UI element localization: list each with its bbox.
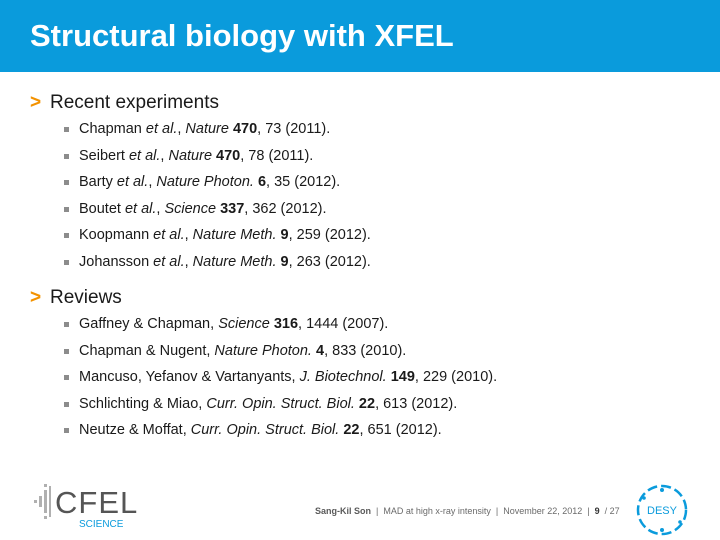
section-recent-experiments: > Recent experiments Chapman et al., Nat…: [30, 90, 371, 275]
reference-item: Boutet et al., Science 337, 362 (2012).: [30, 196, 371, 223]
bullet-icon: [64, 348, 69, 354]
chevron-icon: >: [30, 287, 42, 308]
section-heading: > Reviews: [30, 285, 497, 311]
section-reviews: > Reviews Gaffney & Chapman, Science 316…: [30, 285, 497, 444]
cfel-logo-subtext: SCIENCE: [79, 519, 124, 530]
bullet-icon: [64, 127, 69, 132]
chevron-icon: >: [30, 92, 42, 113]
reference-item: Chapman et al., Nature 470, 73 (2011).: [30, 116, 371, 143]
footer-page-total: / 27: [599, 506, 620, 516]
cfel-logo: CFEL SCIENCE: [34, 484, 138, 530]
bullet-icon: [64, 180, 69, 185]
footer-divider: |: [582, 506, 595, 516]
footer-divider: |: [490, 506, 504, 516]
reference-item: Schlichting & Miao, Curr. Opin. Struct. …: [30, 391, 497, 418]
reference-item: Mancuso, Yefanov & Vartanyants, J. Biote…: [30, 364, 497, 391]
desy-logo-text: DESY: [647, 505, 678, 517]
slide-title: Structural biology with XFEL: [30, 18, 454, 53]
footer-divider: |: [371, 506, 384, 516]
bullet-icon: [64, 206, 69, 212]
bullet-icon: [64, 375, 69, 380]
footer-talk-title: MAD at high x-ray intensity: [383, 506, 491, 516]
bullet-icon: [64, 259, 69, 265]
footer-date: November 22, 2012: [503, 506, 583, 516]
reference-list: Chapman et al., Nature 470, 73 (2011). S…: [30, 116, 371, 275]
bullet-icon: [64, 233, 69, 238]
reference-item: Barty et al., Nature Photon. 6, 35 (2012…: [30, 169, 371, 196]
reference-item: Johansson et al., Nature Meth. 9, 263 (2…: [30, 249, 371, 276]
reference-item: Koopmann et al., Nature Meth. 9, 259 (20…: [30, 222, 371, 249]
reference-item: Chapman & Nugent, Nature Photon. 4, 833 …: [30, 338, 497, 365]
footer-page-number: 9: [594, 506, 600, 516]
bullet-icon: [64, 322, 69, 327]
section-label: Recent experiments: [50, 92, 219, 113]
reference-item: Seibert et al., Nature 470, 78 (2011).: [30, 143, 371, 170]
title-bar: Structural biology with XFEL: [0, 0, 720, 72]
cfel-logo-text: CFEL: [55, 485, 138, 520]
bullet-icon: [64, 153, 69, 159]
reference-item: Neutze & Moffat, Curr. Opin. Struct. Bio…: [30, 417, 497, 444]
reference-item: Gaffney & Chapman, Science 316, 1444 (20…: [30, 311, 497, 338]
section-label: Reviews: [50, 287, 122, 308]
slide-footer: Sang-Kil Son | MAD at high x-ray intensi…: [315, 506, 620, 516]
reference-list: Gaffney & Chapman, Science 316, 1444 (20…: [30, 311, 497, 444]
desy-logo: DESY: [636, 484, 688, 536]
bullet-icon: [64, 428, 69, 433]
section-heading: > Recent experiments: [30, 90, 371, 116]
footer-author: Sang-Kil Son: [315, 506, 371, 516]
bullet-icon: [64, 401, 69, 407]
